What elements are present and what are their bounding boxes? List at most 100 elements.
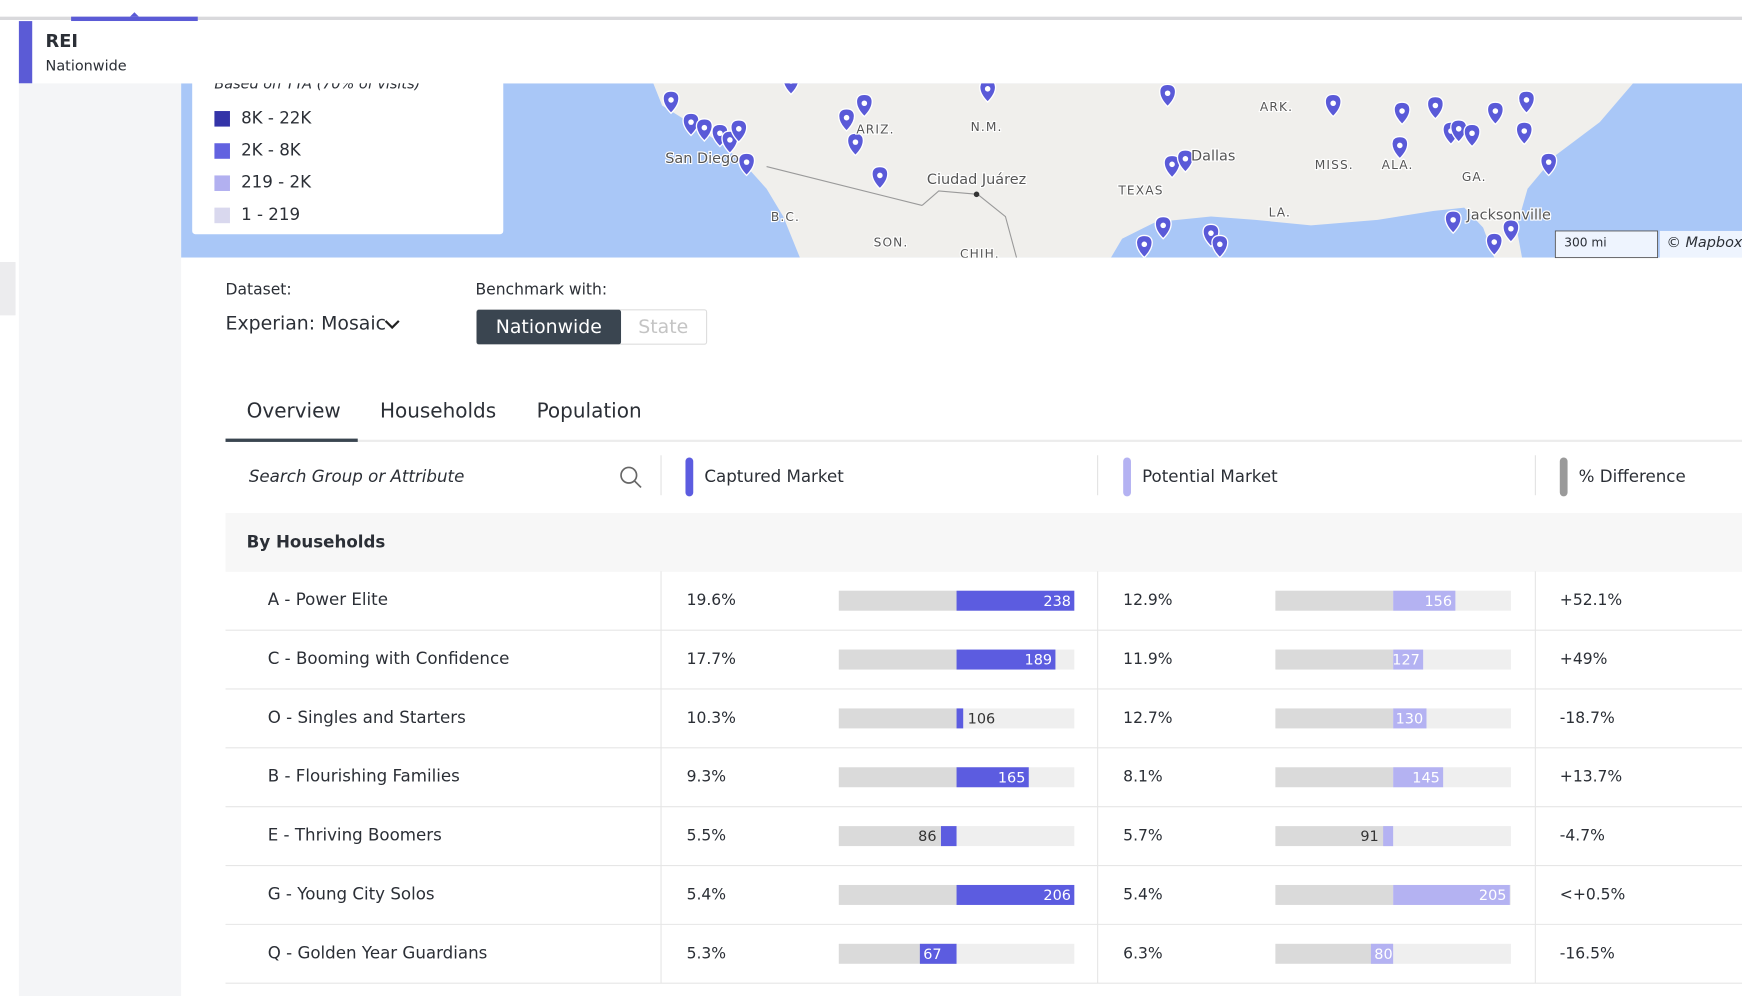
index-label: 189 [1025,653,1053,669]
captured-share: 5.5% [687,827,726,845]
map-pin-dot [1492,108,1499,114]
map-pin-dot [1208,230,1214,236]
row-name[interactable]: A - Power Elite [268,590,388,609]
dataset-label: Dataset: [226,280,292,298]
map-pin-dot [852,139,859,145]
legend-label: 219 - 2K [241,173,312,192]
row-name[interactable]: G - Young City Solos [268,884,435,903]
tab[interactable]: Population [537,398,642,422]
map-pin-dot [701,124,708,131]
potential-share: 12.7% [1123,709,1172,727]
sidebar [18,83,182,996]
map-pin-dot [1330,100,1336,107]
column-header[interactable]: Potential Market [1142,467,1278,486]
difference: <+0.5% [1560,885,1626,903]
tab-underline [225,438,358,442]
index-bar [1393,649,1424,670]
map-label: N.M. [971,120,1003,134]
index-bar [1393,590,1456,611]
index-bar [1393,884,1510,905]
map-pin-dot [736,126,742,132]
header [18,21,1742,84]
col-swatch [1123,457,1131,497]
index-track [838,826,957,847]
toggle-active[interactable] [476,309,622,345]
index-track [1275,590,1394,611]
map-pin[interactable] [979,80,997,104]
row-name[interactable]: B - Flourishing Families [268,767,460,786]
dropdown-chevron[interactable] [384,320,400,330]
sidebar-handle[interactable] [0,262,16,316]
index-label: 145 [1412,770,1440,786]
legend-label: 1 - 219 [241,205,300,224]
row-name[interactable]: O - Singles and Starters [268,708,466,727]
row-name[interactable]: E - Thriving Boomers [268,826,442,845]
captured-share: 17.7% [687,650,736,668]
dataset-select[interactable]: Experian: Mosaic [226,313,386,335]
column-header[interactable]: % Difference [1579,467,1686,486]
map-label: Jacksonville [1466,207,1551,223]
map-pin-dot [1469,130,1475,137]
tab[interactable]: Overview [247,398,341,422]
col-swatch [1559,457,1568,497]
map-pin-dot [1160,222,1166,229]
potential-share: 6.3% [1123,944,1162,962]
index-track [1275,943,1394,964]
index-track [1275,649,1394,670]
search-icon[interactable] [620,466,638,484]
captured-share: 5.4% [687,885,726,903]
map-pin-dot [1523,97,1530,103]
tab-rule [225,439,1742,442]
map-attribution[interactable]: © Mapbox [1666,235,1742,251]
index-label: 67 [923,947,941,963]
section-title: By Households [247,532,386,551]
index-track [1275,826,1394,847]
potential-share: 5.7% [1123,827,1162,845]
difference: -16.5% [1560,944,1615,962]
map-pin-dot [861,100,868,107]
index-track [838,590,957,611]
index-track [956,708,1075,729]
captured-share: 5.3% [687,944,726,962]
index-track [838,767,957,788]
index-label: 91 [1360,829,1378,845]
row-name[interactable]: C - Booming with Confidence [268,649,510,668]
index-track [1275,884,1394,905]
map-label: ALA. [1382,158,1414,172]
map-pin-dot [789,83,793,84]
index-bar [956,884,1075,905]
tab[interactable]: Households [380,398,496,422]
index-bar [1393,708,1427,729]
search-input[interactable]: Search Group or Attribute [249,467,464,486]
difference: -18.7% [1560,709,1615,727]
map-label: MISS. [1315,158,1354,172]
map[interactable]: ARIZ. N.M. ARK. Dallas TEXAS MISS. ALA. GA. LA. J… [181,72,1742,261]
index-track [1275,708,1394,729]
map-legend [192,66,504,235]
map-pin-dot [743,159,750,165]
map-pin-dot [688,119,694,125]
index-track [1275,767,1394,788]
map-pin-dot [1545,159,1552,165]
index-track [838,649,957,670]
captured-share: 9.3% [687,768,726,786]
map-label: B.C. [771,210,800,224]
legend-label: 8K - 22K [241,108,312,127]
legend-swatch [214,111,230,127]
column-header[interactable]: Captured Market [704,467,844,486]
captured-share: 19.6% [687,591,736,609]
map-label: TEXAS [1117,183,1163,197]
difference: +52.1% [1560,591,1622,609]
legend-label: 2K - 8K [241,141,302,160]
toggle-option[interactable]: Nationwide [496,316,602,338]
map-pin-dot [1399,108,1405,114]
index-bar [956,708,964,729]
index-label: 86 [918,829,936,845]
toggle-option[interactable]: State [638,316,688,338]
map-pin-dot [1432,102,1439,109]
legend-swatch [214,207,230,224]
map-pin-dot [1450,217,1456,223]
map-pin[interactable] [783,72,799,96]
row-name[interactable]: Q - Golden Year Guardians [268,943,488,962]
